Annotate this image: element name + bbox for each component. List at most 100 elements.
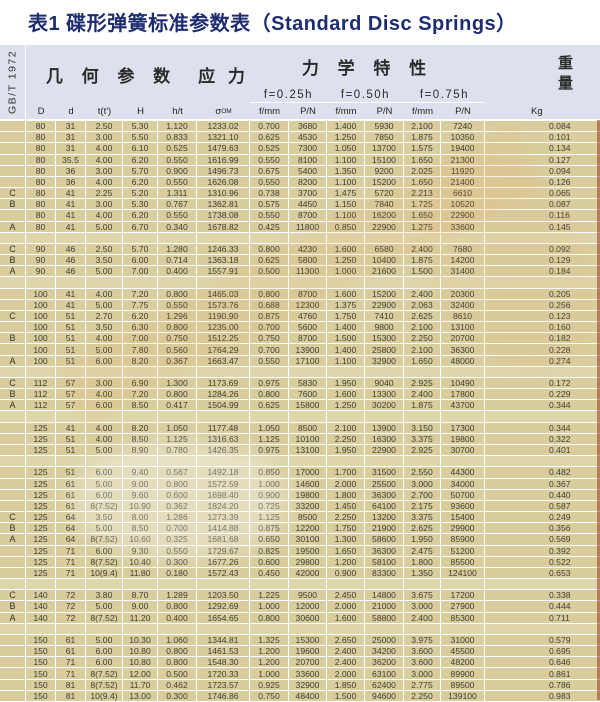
cell (86, 456, 123, 468)
cell: 22900 (441, 210, 485, 222)
cell: 8.20 (123, 355, 158, 367)
cell (0, 344, 26, 356)
cell: 10.80 (123, 657, 158, 669)
cell: 125 (26, 545, 56, 557)
cell: 85500 (441, 556, 485, 568)
cell: 9.30 (123, 545, 158, 557)
cell: 3680 (289, 121, 327, 133)
cell: 1.275 (404, 221, 441, 233)
cell: 8(7.52) (86, 500, 123, 513)
sigma-subscript: OM (221, 107, 232, 115)
cell: 1.350 (327, 165, 365, 177)
cell: 29900 (441, 523, 485, 535)
cell: 72 (56, 601, 86, 613)
cell: 0.362 (158, 500, 197, 513)
table-header: GB/T 1972 几 何 参 数 应 力 力 学 特 性 重量 f=0.25h… (0, 45, 600, 121)
cell: 4760 (289, 310, 327, 323)
cell: C (0, 310, 26, 323)
cell (0, 623, 26, 635)
cell: 0.861 (485, 668, 600, 680)
weight-label: 重量 (557, 54, 573, 92)
cell: 1.500 (327, 333, 365, 345)
cell: 125 (26, 422, 56, 434)
cell (0, 545, 26, 557)
cell: 0.274 (485, 355, 600, 367)
cell (485, 411, 600, 423)
cell (0, 657, 26, 669)
cell: 21900 (365, 523, 404, 535)
cell: 71 (56, 545, 86, 557)
cell: 1.050 (327, 143, 365, 155)
cell: 12000 (289, 601, 327, 613)
cell: 125 (26, 500, 56, 513)
cell (123, 456, 158, 468)
cell: 0.228 (485, 344, 600, 356)
cell: 51 (56, 322, 86, 334)
cell: 5.00 (86, 221, 123, 233)
cell (485, 623, 600, 635)
cell (123, 366, 158, 378)
cell: 1626.08 (197, 176, 250, 189)
cell (0, 322, 26, 334)
cell: 2.775 (404, 679, 441, 691)
cell: B (0, 199, 26, 211)
cell: 1681.68 (197, 534, 250, 546)
cell: 10520 (441, 199, 485, 211)
cell (485, 456, 600, 468)
cell: 62400 (365, 679, 404, 691)
cell: 1746.86 (197, 690, 250, 702)
cell: 0.786 (485, 679, 600, 691)
cell (365, 579, 404, 591)
cell: 1479.63 (197, 143, 250, 155)
cell: 10100 (289, 433, 327, 445)
cell: 81 (56, 679, 86, 691)
header-group-mechanical: 力 学 特 性 (301, 59, 434, 78)
cell: 2.100 (404, 121, 441, 133)
cell: 2.400 (327, 646, 365, 658)
cell: A (0, 534, 26, 546)
cell: 7410 (365, 310, 404, 323)
cell: 2.000 (327, 668, 365, 680)
cell (0, 121, 26, 133)
cell (404, 579, 441, 591)
cell (86, 277, 123, 289)
cell (197, 623, 250, 635)
cell (56, 277, 86, 289)
cell: 0.367 (158, 355, 197, 367)
cell: 125 (26, 467, 56, 479)
cell (0, 478, 26, 490)
cell: 1504.99 (197, 400, 250, 412)
cell: 0.700 (250, 322, 289, 334)
cell: 15800 (289, 400, 327, 412)
disc-spring-table: GB/T 1972 几 何 参 数 应 力 力 学 特 性 重量 f=0.25h… (0, 45, 600, 702)
cell: 0.123 (485, 310, 600, 323)
cell: 13900 (289, 344, 327, 356)
cell: 1.200 (327, 556, 365, 568)
cell: C (0, 512, 26, 524)
cell: 0.700 (250, 121, 289, 133)
cell: 58100 (365, 556, 404, 568)
cell: 0.800 (158, 601, 197, 613)
cell (327, 623, 365, 635)
cell: 0.525 (250, 143, 289, 155)
cell: 1.500 (327, 690, 365, 702)
cell (404, 411, 441, 423)
cell: 0.600 (158, 489, 197, 501)
cell: 0.688 (250, 299, 289, 311)
cell: 0.392 (485, 545, 600, 557)
cell: 0.101 (485, 132, 600, 144)
cell (485, 277, 600, 289)
cell (250, 456, 289, 468)
column-header-t: t(t') (97, 105, 112, 117)
cell: 1.400 (327, 121, 365, 133)
cell: 0.172 (485, 377, 600, 390)
cell: 51 (56, 333, 86, 345)
cell: 11.70 (123, 679, 158, 691)
cell: 0.300 (158, 690, 197, 702)
cell: 1344.81 (197, 634, 250, 647)
cell: 33600 (289, 668, 327, 680)
cell: 61 (56, 478, 86, 490)
cell (0, 411, 26, 423)
cell: 0.975 (250, 444, 289, 457)
cell: 1.575 (404, 143, 441, 155)
